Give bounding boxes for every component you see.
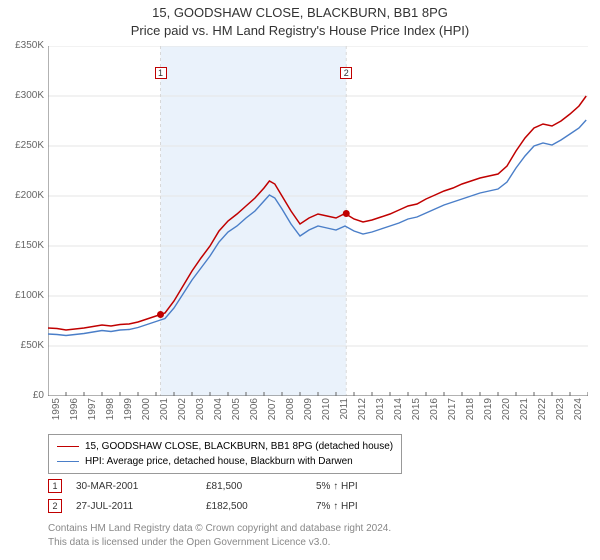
y-tick-label: £100K <box>8 290 44 301</box>
x-tick-label: 2010 <box>321 398 332 428</box>
legend-label: HPI: Average price, detached house, Blac… <box>85 456 353 467</box>
x-tick-label: 1998 <box>105 398 116 428</box>
x-tick-label: 2019 <box>483 398 494 428</box>
x-tick-label: 2024 <box>573 398 584 428</box>
x-tick-label: 2005 <box>231 398 242 428</box>
x-tick-label: 1996 <box>69 398 80 428</box>
x-tick-label: 2013 <box>375 398 386 428</box>
chart-svg <box>48 46 588 396</box>
x-tick-label: 2003 <box>195 398 206 428</box>
y-tick-label: £0 <box>8 390 44 401</box>
legend-swatch <box>57 461 79 462</box>
legend-swatch <box>57 446 79 447</box>
x-tick-label: 2020 <box>501 398 512 428</box>
chart-title-block: 15, GOODSHAW CLOSE, BLACKBURN, BB1 8PG P… <box>0 0 600 39</box>
sale-marker-box: 2 <box>340 67 352 79</box>
x-tick-label: 2006 <box>249 398 260 428</box>
y-tick-label: £250K <box>8 140 44 151</box>
footer-attribution: Contains HM Land Registry data © Crown c… <box>48 522 391 549</box>
x-tick-label: 2009 <box>303 398 314 428</box>
sale-marker-icon: 2 <box>48 499 62 513</box>
y-tick-label: £50K <box>8 340 44 351</box>
sale-date: 30-MAR-2001 <box>76 481 206 492</box>
chart-title-line1: 15, GOODSHAW CLOSE, BLACKBURN, BB1 8PG <box>0 4 600 22</box>
legend-item: HPI: Average price, detached house, Blac… <box>57 454 393 469</box>
y-tick-label: £150K <box>8 240 44 251</box>
sale-price: £182,500 <box>206 501 316 512</box>
chart-plot-area <box>48 46 588 396</box>
sale-marker-box: 1 <box>155 67 167 79</box>
sale-marker-icon: 1 <box>48 479 62 493</box>
sale-row: 1 30-MAR-2001 £81,500 5% ↑ HPI <box>48 476 358 496</box>
x-tick-label: 2001 <box>159 398 170 428</box>
y-tick-label: £350K <box>8 40 44 51</box>
x-tick-label: 2018 <box>465 398 476 428</box>
x-tick-label: 2008 <box>285 398 296 428</box>
y-tick-label: £200K <box>8 190 44 201</box>
x-tick-label: 2015 <box>411 398 422 428</box>
chart-title-line2: Price paid vs. HM Land Registry's House … <box>0 22 600 40</box>
x-tick-label: 1995 <box>51 398 62 428</box>
x-tick-label: 1997 <box>87 398 98 428</box>
x-tick-label: 1999 <box>123 398 134 428</box>
sale-date: 27-JUL-2011 <box>76 501 206 512</box>
x-tick-label: 2022 <box>537 398 548 428</box>
x-tick-label: 2007 <box>267 398 278 428</box>
x-tick-label: 2012 <box>357 398 368 428</box>
x-tick-label: 2004 <box>213 398 224 428</box>
x-tick-label: 2002 <box>177 398 188 428</box>
legend: 15, GOODSHAW CLOSE, BLACKBURN, BB1 8PG (… <box>48 434 402 474</box>
footer-line2: This data is licensed under the Open Gov… <box>48 536 391 550</box>
y-tick-label: £300K <box>8 90 44 101</box>
x-tick-label: 2017 <box>447 398 458 428</box>
x-tick-label: 2016 <box>429 398 440 428</box>
sale-delta: 5% ↑ HPI <box>316 481 358 492</box>
sale-delta: 7% ↑ HPI <box>316 501 358 512</box>
legend-label: 15, GOODSHAW CLOSE, BLACKBURN, BB1 8PG (… <box>85 441 393 452</box>
sale-price: £81,500 <box>206 481 316 492</box>
footer-line1: Contains HM Land Registry data © Crown c… <box>48 522 391 536</box>
x-tick-label: 2023 <box>555 398 566 428</box>
x-tick-label: 2000 <box>141 398 152 428</box>
x-tick-label: 2014 <box>393 398 404 428</box>
x-tick-label: 2011 <box>339 398 350 428</box>
sales-table: 1 30-MAR-2001 £81,500 5% ↑ HPI 2 27-JUL-… <box>48 476 358 516</box>
chart-container: 15, GOODSHAW CLOSE, BLACKBURN, BB1 8PG P… <box>0 0 600 560</box>
sale-row: 2 27-JUL-2011 £182,500 7% ↑ HPI <box>48 496 358 516</box>
legend-item: 15, GOODSHAW CLOSE, BLACKBURN, BB1 8PG (… <box>57 439 393 454</box>
x-tick-label: 2021 <box>519 398 530 428</box>
